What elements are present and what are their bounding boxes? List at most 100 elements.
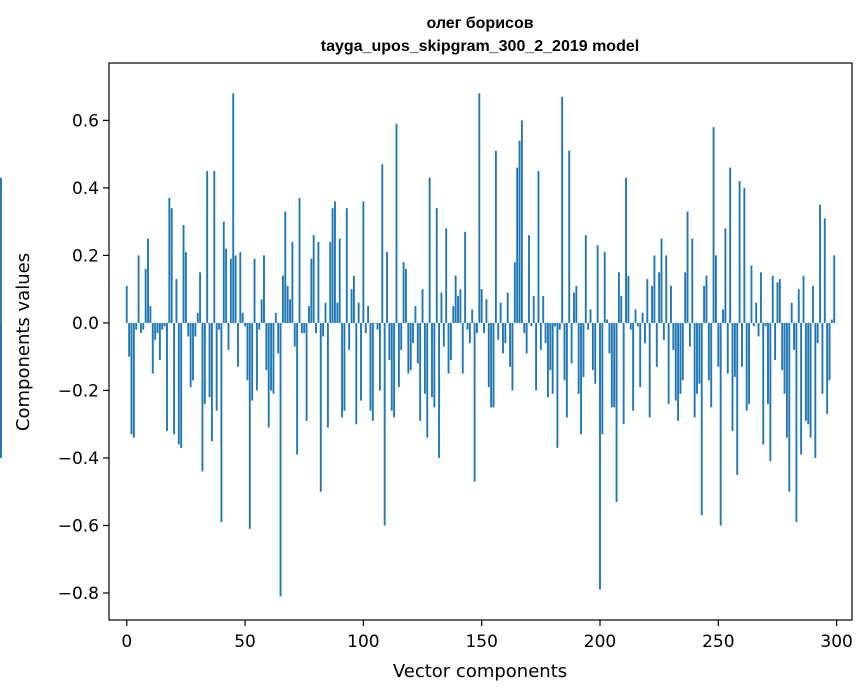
bar — [237, 322, 239, 367]
bar — [454, 275, 457, 323]
bar — [196, 312, 199, 323]
bar — [535, 322, 538, 391]
bar — [0, 177, 2, 323]
bar — [570, 322, 573, 364]
bar — [319, 322, 322, 492]
bar — [360, 322, 362, 401]
bar — [809, 322, 812, 438]
bar — [826, 322, 829, 415]
bar — [681, 322, 684, 381]
bar — [819, 204, 821, 323]
bar — [665, 255, 668, 323]
bar — [400, 322, 403, 350]
bar — [653, 255, 656, 323]
bar — [731, 322, 734, 431]
bar — [173, 322, 176, 435]
bar — [0, 322, 2, 445]
bar — [487, 322, 490, 388]
bar — [783, 322, 786, 394]
bar — [192, 322, 194, 381]
bar — [738, 181, 741, 323]
bar — [821, 322, 824, 394]
bar — [610, 322, 613, 408]
bar — [367, 306, 370, 323]
bar — [154, 322, 157, 340]
bar — [575, 285, 578, 323]
bar — [473, 322, 476, 482]
bar — [303, 322, 306, 334]
bar — [556, 322, 559, 448]
bar — [227, 322, 230, 350]
bar — [137, 255, 140, 323]
bar — [468, 322, 471, 344]
bar — [762, 322, 765, 445]
bar — [322, 322, 325, 337]
bar — [703, 285, 706, 323]
bar — [696, 322, 698, 394]
bar — [764, 322, 767, 327]
bar — [471, 309, 474, 323]
bar — [774, 322, 777, 361]
y-tick-label: 0.6 — [72, 111, 99, 131]
bar — [440, 292, 443, 323]
bar — [743, 187, 746, 323]
bar — [255, 322, 258, 391]
bar — [499, 302, 502, 323]
bar — [700, 322, 703, 516]
bar — [613, 322, 616, 408]
bar — [222, 221, 225, 323]
bar — [156, 322, 159, 334]
bar — [426, 322, 429, 438]
bar — [537, 171, 540, 323]
bar — [823, 218, 826, 323]
bar — [530, 322, 533, 327]
bar — [163, 322, 166, 327]
bar — [490, 322, 493, 408]
bar — [778, 279, 781, 323]
bar — [660, 238, 663, 323]
bar — [376, 322, 379, 330]
bar — [461, 322, 464, 374]
bar — [300, 322, 303, 334]
bar — [591, 322, 594, 371]
bar — [248, 322, 251, 529]
bar — [478, 93, 481, 323]
bar — [364, 322, 367, 334]
bar — [807, 322, 810, 425]
chart-title: олег борисов — [426, 15, 533, 32]
bar — [573, 292, 575, 323]
bar — [218, 322, 220, 330]
bar — [518, 140, 521, 323]
bar — [284, 211, 287, 323]
bar — [419, 322, 422, 421]
bar — [371, 322, 374, 421]
bar — [629, 322, 632, 330]
bar — [445, 228, 448, 323]
bar — [520, 120, 523, 323]
bar — [289, 299, 291, 323]
bar — [793, 322, 795, 350]
bar — [745, 322, 748, 411]
bar — [741, 322, 743, 367]
bar — [286, 285, 289, 323]
bar — [539, 322, 542, 350]
bar — [298, 198, 301, 323]
bar — [563, 322, 566, 381]
bar — [383, 322, 386, 526]
bar — [802, 275, 805, 323]
bar — [568, 150, 571, 323]
bar — [790, 302, 793, 323]
bar — [199, 272, 202, 323]
bar — [677, 322, 680, 421]
bar — [452, 306, 455, 323]
bar — [736, 322, 739, 475]
bar — [714, 255, 717, 323]
bar — [438, 322, 441, 458]
bar — [651, 285, 653, 323]
bar — [343, 322, 346, 411]
bar — [388, 322, 391, 361]
bar — [551, 322, 554, 394]
bar — [341, 322, 344, 418]
bar — [125, 285, 128, 323]
bar — [655, 322, 658, 367]
